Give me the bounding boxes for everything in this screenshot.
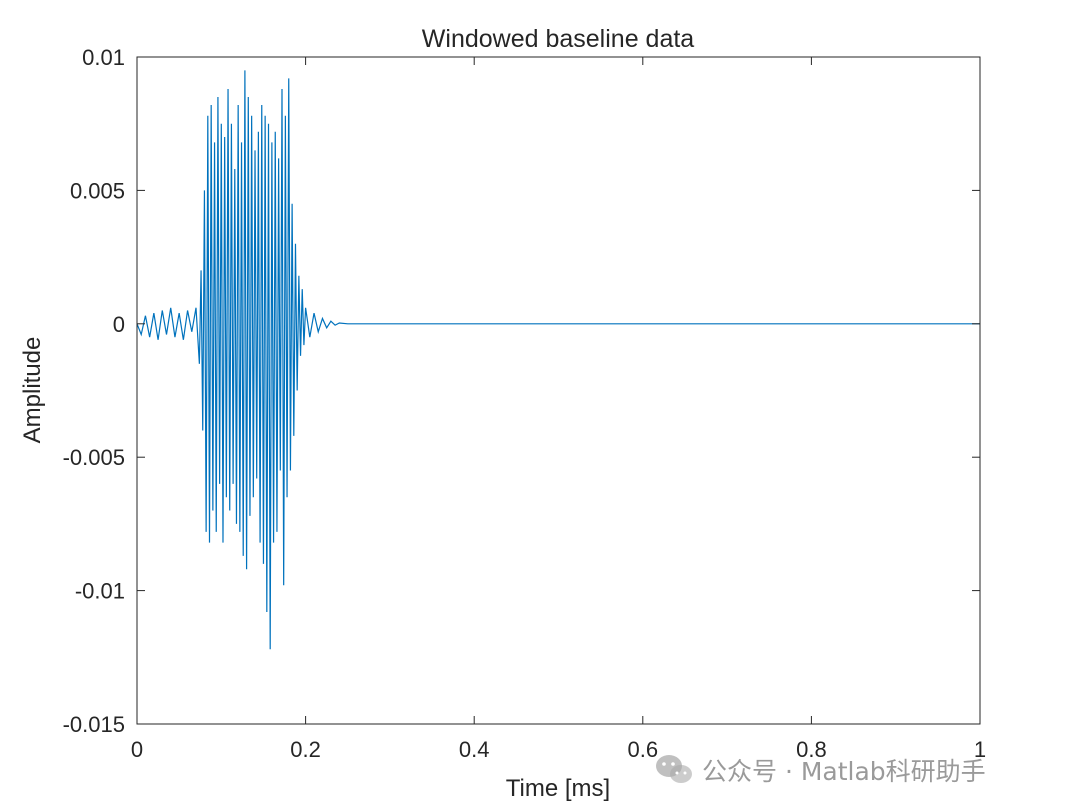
x-tick-label: 0.4 [459, 737, 490, 762]
watermark-text: 公众号 · Matlab科研助手 [702, 757, 986, 786]
x-tick-label: 1 [974, 737, 986, 762]
signal-line [136, 70, 980, 650]
chart-title: Windowed baseline data [422, 25, 694, 53]
y-tick-label: 0.01 [82, 45, 125, 70]
y-tick-label: -0.015 [63, 712, 125, 737]
y-tick-label: 0.005 [70, 178, 125, 203]
axes-box [136, 56, 981, 725]
x-axis: 0 0.2 0.4 0.6 0.8 1 [131, 57, 986, 762]
y-axis: -0.015 -0.01 -0.005 0 0.005 0.01 [63, 45, 980, 737]
x-tick-label: 0 [131, 737, 143, 762]
plot-area [137, 57, 980, 724]
y-tick-label: -0.01 [75, 579, 125, 604]
watermark: 公众号 · Matlab科研助手 [654, 752, 986, 788]
y-tick-label: -0.005 [63, 445, 125, 470]
y-axis-title: Amplitude [19, 337, 46, 444]
x-tick-label: 0.6 [628, 737, 659, 762]
x-tick-label: 0.2 [290, 737, 321, 762]
y-tick-label: 0 [113, 312, 125, 337]
x-axis-title: Time [ms] [506, 775, 610, 802]
wechat-icon [656, 755, 692, 783]
x-tick-label: 0.8 [796, 737, 827, 762]
